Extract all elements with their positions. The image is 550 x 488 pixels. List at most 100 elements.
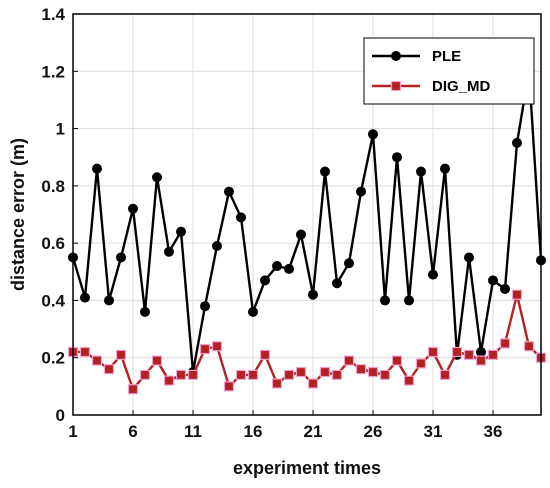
y-axis-label: distance error (m) xyxy=(8,138,28,291)
data-point xyxy=(476,346,486,357)
data-point xyxy=(344,258,354,269)
data-point xyxy=(464,252,474,263)
x-tick-label: 6 xyxy=(128,422,137,441)
y-tick-label: 0 xyxy=(56,406,65,425)
data-point xyxy=(200,301,210,312)
data-point xyxy=(139,369,151,380)
data-point xyxy=(199,344,211,355)
legend-marker xyxy=(391,51,401,61)
data-point xyxy=(367,366,379,378)
data-point xyxy=(248,306,258,317)
data-point xyxy=(475,355,487,366)
data-point xyxy=(140,306,150,317)
data-point xyxy=(91,355,103,366)
data-point xyxy=(283,369,295,380)
data-point xyxy=(176,226,186,237)
data-point xyxy=(332,278,342,289)
legend: PLE DIG_MD xyxy=(363,37,535,105)
data-point xyxy=(320,166,330,177)
data-point xyxy=(331,369,343,380)
data-point xyxy=(211,341,223,352)
data-point xyxy=(392,152,402,163)
x-tick-label: 11 xyxy=(184,422,202,441)
data-point xyxy=(103,364,115,375)
y-tick-label: 1.4 xyxy=(41,5,65,24)
y-tick-label: 1.2 xyxy=(41,62,65,81)
x-tick-label: 31 xyxy=(424,422,443,441)
data-point xyxy=(404,295,414,306)
data-point xyxy=(127,384,139,395)
x-tick-label: 16 xyxy=(244,422,263,441)
plot-frame xyxy=(72,13,542,416)
data-point xyxy=(499,338,511,349)
data-point xyxy=(235,369,247,380)
data-point xyxy=(295,366,307,378)
series-line xyxy=(71,70,543,374)
series-dig-md xyxy=(67,289,547,395)
data-point xyxy=(92,163,102,174)
data-point xyxy=(116,252,126,263)
data-point xyxy=(307,378,319,389)
data-point xyxy=(451,346,463,358)
data-point xyxy=(236,212,246,223)
data-point xyxy=(308,289,318,300)
data-point xyxy=(439,369,451,380)
x-tick-label: 36 xyxy=(484,422,503,441)
data-point xyxy=(224,186,234,197)
y-tick-label: 0.8 xyxy=(41,177,65,196)
data-point xyxy=(247,369,259,380)
data-point xyxy=(187,369,199,380)
data-point xyxy=(403,375,415,386)
data-point xyxy=(260,275,270,286)
legend-marker xyxy=(390,80,402,92)
y-tick-label: 0.2 xyxy=(41,349,65,368)
data-point xyxy=(487,349,499,360)
data-point xyxy=(271,378,283,389)
data-point xyxy=(104,295,114,306)
y-tick-label: 0.4 xyxy=(41,291,65,310)
data-point xyxy=(416,166,426,177)
data-point xyxy=(319,366,331,378)
data-point xyxy=(343,355,355,366)
x-tick-label: 1 xyxy=(68,422,77,441)
data-point xyxy=(523,341,535,352)
data-point xyxy=(259,349,271,360)
series-layer xyxy=(67,66,547,395)
data-point xyxy=(163,375,175,386)
data-point xyxy=(440,163,450,174)
data-point xyxy=(488,275,498,286)
data-point xyxy=(428,269,438,280)
data-point xyxy=(223,381,235,392)
data-point xyxy=(391,355,403,366)
data-point xyxy=(511,289,523,300)
data-point xyxy=(152,172,162,183)
data-point xyxy=(427,346,439,358)
data-point xyxy=(212,241,222,252)
series-ple xyxy=(68,66,546,378)
data-point xyxy=(356,186,366,197)
data-point xyxy=(296,229,306,240)
legend-entry: DIG_MD xyxy=(372,78,491,95)
data-point xyxy=(284,263,294,274)
data-point xyxy=(272,261,282,272)
data-point xyxy=(415,358,427,369)
data-point xyxy=(379,369,391,380)
data-point xyxy=(463,349,475,360)
data-point xyxy=(79,346,91,358)
legend-label: DIG_MD xyxy=(432,78,491,95)
data-point xyxy=(175,369,187,380)
data-point xyxy=(512,137,522,148)
data-point xyxy=(80,292,90,303)
data-point xyxy=(151,355,163,366)
legend-entry: PLE xyxy=(372,48,461,65)
series-line xyxy=(73,293,542,391)
x-tick-label: 21 xyxy=(304,422,323,441)
data-point xyxy=(115,349,127,360)
data-point xyxy=(368,129,378,140)
legend-box xyxy=(363,37,535,105)
x-axis-label: experiment times xyxy=(233,458,381,478)
data-point xyxy=(128,203,138,214)
y-tick-label: 1 xyxy=(56,120,65,139)
